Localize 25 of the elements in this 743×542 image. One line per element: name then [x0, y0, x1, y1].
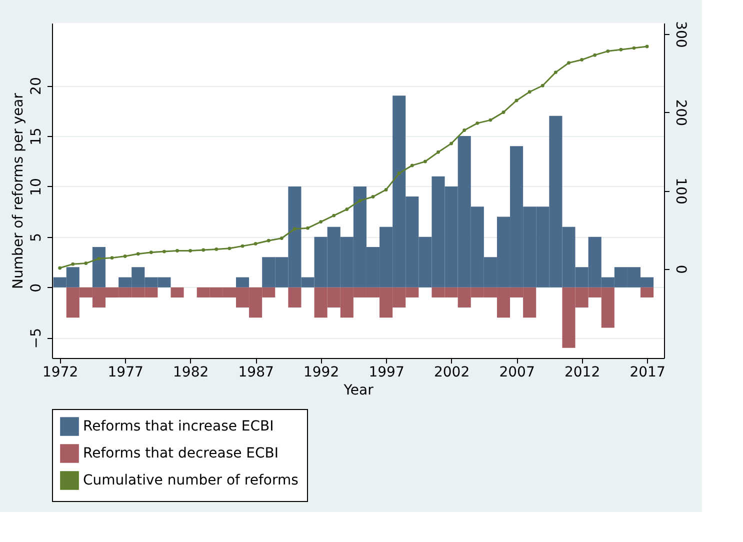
x-tick-label: 1982	[173, 364, 209, 380]
y-tick-label: 20	[28, 77, 44, 95]
x-tick-label: 2002	[434, 364, 470, 380]
legend-label: Reforms that decrease ECBI	[83, 446, 279, 462]
y-axis-title: Number of reforms per year	[10, 92, 26, 290]
legend-label: Reforms that increase ECBI	[83, 418, 274, 434]
y-tick-label: 15	[28, 128, 44, 146]
x-tick-label: 1992	[303, 364, 340, 380]
x-tick-label: 1972	[42, 364, 78, 380]
x-tick-label: 2007	[499, 364, 535, 380]
y2-tick-label: 200	[672, 99, 688, 126]
x-tick-label: 1977	[108, 364, 144, 380]
y2-tick-label: 300	[672, 21, 688, 48]
x-tick-label: 2012	[564, 364, 600, 380]
y-tick-label: −5	[28, 328, 44, 349]
legend-label: Cumulative number of reforms	[83, 472, 298, 488]
y2-tick-label: 0	[672, 264, 688, 274]
x-tick-label: 1997	[368, 364, 404, 380]
y-tick-label: 0	[28, 283, 44, 292]
y-tick-label: 5	[28, 232, 44, 242]
x-tick-label: 2017	[630, 364, 666, 380]
x-axis-title: Year	[342, 382, 374, 398]
y-tick-label: 10	[28, 178, 44, 196]
y2-tick-label: 100	[672, 178, 688, 204]
x-tick-label: 1987	[238, 364, 274, 380]
